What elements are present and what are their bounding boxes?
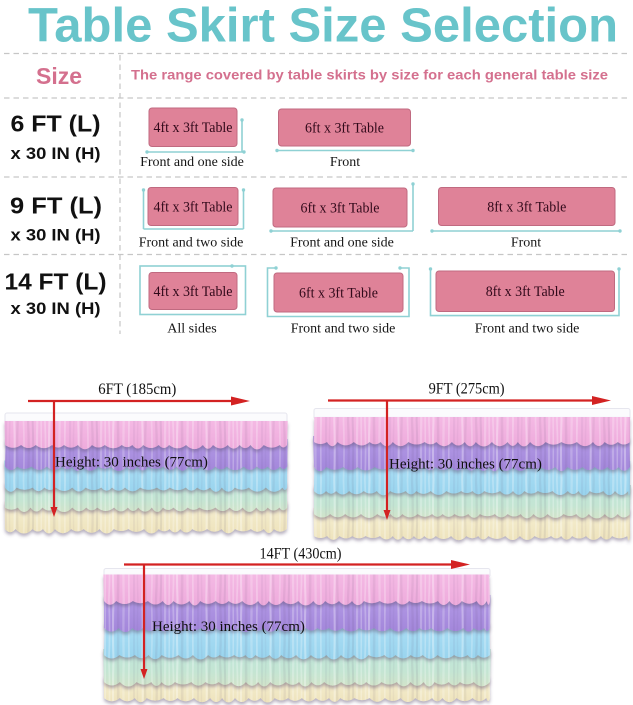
svg-text:6FT (185cm): 6FT (185cm) <box>98 381 176 398</box>
svg-text:9 FT (L): 9 FT (L) <box>10 193 102 219</box>
svg-text:Front and one side: Front and one side <box>140 155 244 170</box>
svg-text:x 30 IN (H): x 30 IN (H) <box>11 144 101 163</box>
svg-text:8ft x 3ft Table: 8ft x 3ft Table <box>486 284 565 300</box>
svg-text:Table Skirt Size Selection: Table Skirt Size Selection <box>28 0 618 53</box>
svg-text:9FT (275cm): 9FT (275cm) <box>429 381 505 398</box>
svg-text:Height: 30 inches (77cm): Height: 30 inches (77cm) <box>55 455 208 471</box>
svg-text:The range covered by table ski: The range covered by table skirts by siz… <box>131 68 609 83</box>
svg-text:Size: Size <box>36 63 82 89</box>
svg-text:x 30 IN (H): x 30 IN (H) <box>11 299 101 318</box>
svg-text:Front and one side: Front and one side <box>290 236 394 251</box>
svg-text:Front and two side: Front and two side <box>291 322 396 337</box>
svg-text:4ft x 3ft Table: 4ft x 3ft Table <box>154 284 233 300</box>
svg-text:Height: 30 inches (77cm): Height: 30 inches (77cm) <box>389 457 542 473</box>
svg-text:4ft x 3ft Table: 4ft x 3ft Table <box>154 120 233 136</box>
svg-text:Front and two side: Front and two side <box>139 236 244 251</box>
svg-text:14 FT (L): 14 FT (L) <box>5 269 107 295</box>
svg-text:4ft x 3ft Table: 4ft x 3ft Table <box>154 200 233 216</box>
svg-text:6ft x 3ft Table: 6ft x 3ft Table <box>301 201 380 217</box>
svg-text:Front: Front <box>330 155 360 170</box>
svg-text:Height: 30 inches (77cm): Height: 30 inches (77cm) <box>152 619 305 635</box>
svg-text:All sides: All sides <box>167 322 216 337</box>
svg-text:6ft x 3ft Table: 6ft x 3ft Table <box>305 121 384 137</box>
svg-text:14FT (430cm): 14FT (430cm) <box>260 546 342 563</box>
svg-text:6ft x 3ft Table: 6ft x 3ft Table <box>299 286 378 302</box>
svg-text:Front and two side: Front and two side <box>475 322 580 337</box>
svg-text:Front: Front <box>511 236 541 251</box>
svg-text:6 FT (L): 6 FT (L) <box>11 111 101 137</box>
svg-text:8ft x 3ft Table: 8ft x 3ft Table <box>487 200 566 216</box>
svg-text:x 30 IN (H): x 30 IN (H) <box>11 226 101 245</box>
